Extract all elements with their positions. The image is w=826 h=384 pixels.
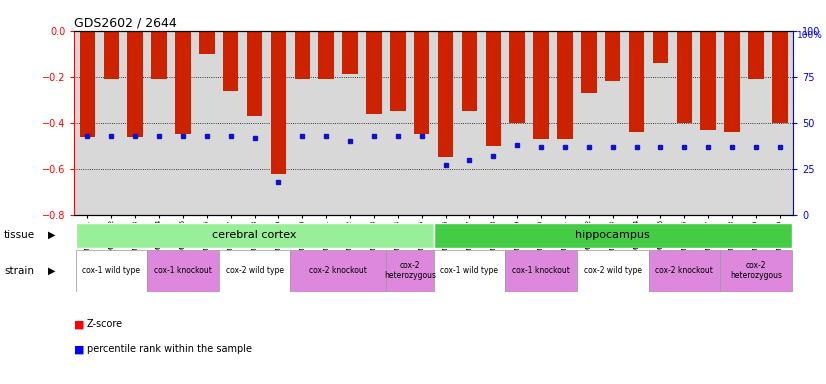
Text: percentile rank within the sample: percentile rank within the sample <box>87 344 252 354</box>
Text: cox-2 wild type: cox-2 wild type <box>584 266 642 275</box>
Bar <box>151 31 167 79</box>
Bar <box>605 31 620 81</box>
Bar <box>219 250 291 292</box>
Bar <box>558 31 572 139</box>
Text: cox-1 knockout: cox-1 knockout <box>154 266 212 275</box>
Text: cox-1 wild type: cox-1 wild type <box>83 266 140 275</box>
Bar <box>414 31 430 134</box>
Bar <box>386 250 434 292</box>
Bar <box>247 31 263 116</box>
Bar <box>534 31 548 139</box>
Bar <box>438 31 453 157</box>
Bar <box>390 31 406 111</box>
Text: cerebral cortex: cerebral cortex <box>212 230 297 240</box>
Bar <box>291 250 386 292</box>
Bar <box>462 31 477 111</box>
Bar <box>581 31 596 93</box>
Bar <box>75 223 434 248</box>
Bar <box>577 250 648 292</box>
Text: Z-score: Z-score <box>87 319 123 329</box>
Bar <box>223 31 239 91</box>
Bar <box>271 31 287 174</box>
Bar <box>653 31 668 63</box>
Text: cox-2
heterozygous: cox-2 heterozygous <box>730 261 782 280</box>
Bar <box>506 250 577 292</box>
Bar <box>342 31 358 74</box>
Bar <box>199 31 215 54</box>
Bar <box>366 31 382 114</box>
Bar <box>434 250 506 292</box>
Bar <box>75 250 147 292</box>
Bar <box>147 250 219 292</box>
Text: ■: ■ <box>74 344 85 354</box>
Text: cox-2
heterozygous: cox-2 heterozygous <box>384 261 436 280</box>
Text: GDS2602 / 2644: GDS2602 / 2644 <box>74 17 177 30</box>
Bar <box>676 31 692 123</box>
Bar <box>127 31 143 137</box>
Bar <box>629 31 644 132</box>
Bar <box>720 250 792 292</box>
Text: ▶: ▶ <box>48 266 55 276</box>
Text: cox-2 knockout: cox-2 knockout <box>309 266 367 275</box>
Bar <box>295 31 310 79</box>
Bar <box>175 31 191 134</box>
Text: cox-2 knockout: cox-2 knockout <box>655 266 714 275</box>
Text: cox-1 wild type: cox-1 wild type <box>440 266 498 275</box>
Text: tissue: tissue <box>4 230 36 240</box>
Bar <box>434 223 792 248</box>
Text: strain: strain <box>4 266 34 276</box>
Bar <box>80 31 95 137</box>
Text: ▶: ▶ <box>48 230 55 240</box>
Bar <box>772 31 787 123</box>
Bar <box>319 31 334 79</box>
Text: cox-1 knockout: cox-1 knockout <box>512 266 570 275</box>
Text: ■: ■ <box>74 319 85 329</box>
Text: hippocampus: hippocampus <box>576 230 650 240</box>
Bar <box>700 31 716 130</box>
Bar <box>486 31 501 146</box>
Bar <box>103 31 119 79</box>
Text: 100%: 100% <box>796 31 823 40</box>
Bar <box>748 31 764 79</box>
Text: cox-2 wild type: cox-2 wild type <box>225 266 283 275</box>
Bar <box>648 250 720 292</box>
Bar <box>724 31 740 132</box>
Bar <box>510 31 525 123</box>
